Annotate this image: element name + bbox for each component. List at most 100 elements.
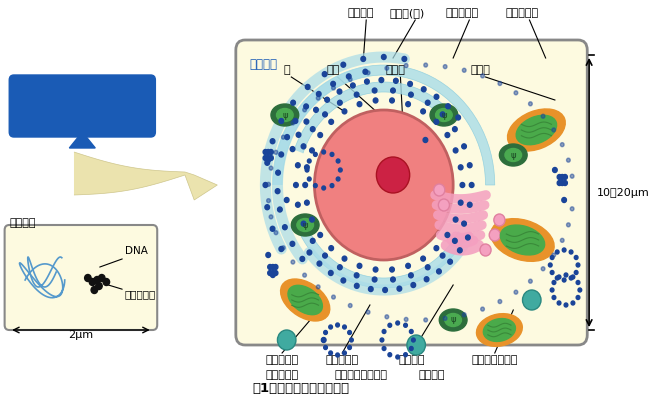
- Circle shape: [274, 231, 278, 235]
- Circle shape: [452, 238, 457, 243]
- Circle shape: [322, 72, 327, 77]
- Circle shape: [270, 264, 275, 270]
- Circle shape: [321, 337, 326, 342]
- Circle shape: [348, 304, 352, 308]
- Circle shape: [318, 233, 322, 237]
- Circle shape: [276, 170, 280, 175]
- Circle shape: [313, 184, 317, 188]
- Circle shape: [434, 119, 439, 124]
- Circle shape: [404, 64, 408, 68]
- Text: ψ: ψ: [441, 111, 447, 120]
- Circle shape: [296, 163, 300, 168]
- Ellipse shape: [491, 219, 554, 262]
- Circle shape: [552, 128, 556, 132]
- Circle shape: [266, 155, 270, 160]
- Circle shape: [551, 271, 554, 275]
- Circle shape: [283, 225, 287, 230]
- Circle shape: [560, 143, 564, 146]
- Circle shape: [575, 271, 578, 275]
- Circle shape: [404, 323, 408, 327]
- Circle shape: [514, 290, 518, 294]
- Circle shape: [269, 166, 273, 170]
- Circle shape: [411, 338, 415, 342]
- Circle shape: [324, 346, 328, 350]
- Circle shape: [346, 74, 351, 79]
- Circle shape: [571, 301, 575, 305]
- Circle shape: [309, 217, 315, 222]
- Circle shape: [331, 82, 335, 86]
- Circle shape: [462, 313, 466, 317]
- Ellipse shape: [436, 109, 452, 122]
- Circle shape: [317, 285, 320, 289]
- Text: 核小体(仁): 核小体(仁): [389, 8, 424, 18]
- Circle shape: [462, 144, 466, 149]
- Circle shape: [569, 250, 573, 254]
- FancyBboxPatch shape: [236, 40, 587, 345]
- Circle shape: [268, 264, 272, 270]
- Circle shape: [307, 177, 311, 181]
- Circle shape: [541, 114, 545, 118]
- Text: 10～20μm: 10～20μm: [597, 188, 649, 197]
- Circle shape: [279, 118, 283, 124]
- Text: ミトコンドリア: ミトコンドリア: [472, 355, 518, 365]
- Circle shape: [317, 261, 322, 266]
- Circle shape: [293, 118, 298, 124]
- Ellipse shape: [484, 319, 515, 341]
- Circle shape: [404, 317, 408, 322]
- Text: DNA: DNA: [125, 246, 148, 256]
- Circle shape: [317, 91, 321, 97]
- Ellipse shape: [291, 214, 319, 236]
- Circle shape: [481, 307, 484, 311]
- Circle shape: [273, 264, 278, 270]
- Circle shape: [273, 271, 278, 275]
- Circle shape: [335, 353, 339, 357]
- Circle shape: [481, 74, 484, 78]
- Circle shape: [446, 104, 450, 109]
- Text: リソソーム: リソソーム: [326, 355, 359, 365]
- Circle shape: [569, 276, 573, 280]
- Circle shape: [343, 325, 346, 329]
- FancyBboxPatch shape: [5, 225, 157, 330]
- Text: ペルオキシソーム: ペルオキシソーム: [334, 370, 387, 380]
- Ellipse shape: [271, 104, 299, 126]
- Circle shape: [570, 207, 574, 211]
- Circle shape: [409, 273, 413, 278]
- Circle shape: [575, 255, 578, 259]
- Circle shape: [467, 163, 472, 168]
- Circle shape: [380, 338, 384, 342]
- Circle shape: [278, 330, 296, 350]
- Circle shape: [396, 321, 400, 325]
- Text: サイトゾル: サイトゾル: [506, 8, 539, 18]
- Circle shape: [564, 303, 568, 307]
- Circle shape: [494, 214, 505, 226]
- Circle shape: [269, 215, 273, 219]
- Circle shape: [425, 100, 430, 105]
- Circle shape: [424, 318, 428, 322]
- Text: 核: 核: [283, 65, 290, 75]
- Circle shape: [567, 158, 570, 162]
- Circle shape: [266, 149, 270, 155]
- Circle shape: [285, 197, 289, 202]
- Circle shape: [285, 135, 289, 140]
- Circle shape: [84, 275, 91, 282]
- Circle shape: [337, 89, 342, 94]
- Text: 核膜孔: 核膜孔: [386, 65, 406, 75]
- Circle shape: [465, 235, 470, 240]
- Circle shape: [268, 155, 273, 160]
- Circle shape: [301, 144, 306, 149]
- Circle shape: [291, 121, 294, 125]
- Circle shape: [341, 278, 346, 283]
- Circle shape: [350, 338, 354, 342]
- Circle shape: [437, 269, 441, 274]
- Circle shape: [562, 197, 566, 202]
- Circle shape: [570, 174, 574, 178]
- Circle shape: [309, 148, 315, 153]
- Text: ψ: ψ: [510, 151, 516, 160]
- Circle shape: [489, 229, 500, 241]
- Circle shape: [576, 281, 580, 284]
- Ellipse shape: [430, 104, 458, 126]
- Circle shape: [404, 353, 408, 357]
- Circle shape: [94, 277, 100, 284]
- Circle shape: [336, 177, 340, 181]
- Circle shape: [397, 286, 402, 291]
